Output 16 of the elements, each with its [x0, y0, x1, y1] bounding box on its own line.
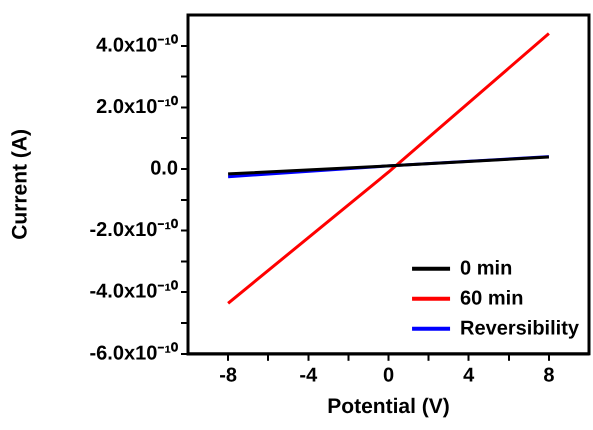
- legend-label: Reversibility: [460, 317, 580, 340]
- x-tick-label: 0: [382, 364, 394, 386]
- x-tick-label: -8: [219, 364, 237, 386]
- x-tick-label: 8: [543, 364, 554, 386]
- y-tick-label: -6.0x10⁻¹⁰: [90, 341, 178, 364]
- y-axis-title: Current (A): [8, 128, 32, 240]
- x-axis-title: Potential (V): [327, 395, 450, 418]
- legend-label: 60 min: [460, 287, 524, 310]
- y-tick-label: -4.0x10⁻¹⁰: [90, 280, 178, 303]
- y-tick-label: 2.0x10⁻¹⁰: [96, 94, 178, 118]
- legend-label: 0 min: [460, 257, 512, 280]
- y-tick-label: 0.0: [150, 158, 178, 180]
- y-tick-label: 4.0x10⁻¹⁰: [96, 33, 178, 56]
- x-tick-label: 4: [463, 364, 476, 386]
- y-tick-label: -2.0x10⁻¹⁰: [90, 218, 178, 242]
- x-tick-label: -4: [299, 364, 318, 386]
